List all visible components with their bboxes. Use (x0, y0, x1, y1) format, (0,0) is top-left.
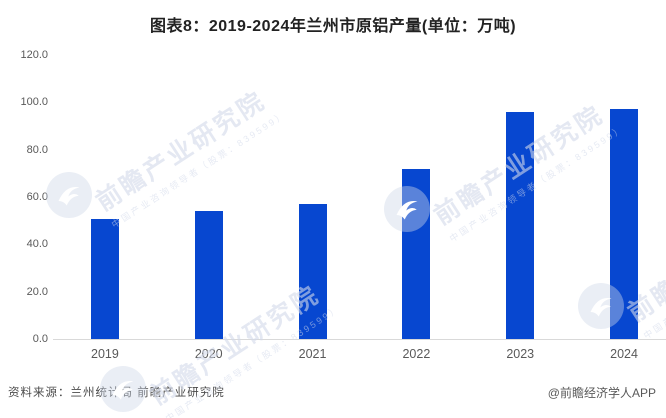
y-tick-label-60.0: 60.0 (26, 191, 48, 203)
y-tick-label-120.0: 120.0 (20, 49, 48, 61)
x-tick-label-2021: 2021 (298, 347, 327, 361)
bar-column-2022 (364, 55, 468, 339)
bar-2023 (506, 111, 535, 339)
x-tick-label-2024: 2024 (610, 347, 638, 361)
credit-note: @前瞻经济学人APP (547, 386, 656, 400)
y-tick-label-40.0: 40.0 (26, 238, 48, 251)
y-tick-label-80.0: 80.0 (26, 143, 48, 156)
bar-column-2019 (53, 55, 157, 339)
y-tick-label-0.0: 0.0 (32, 333, 48, 345)
y-tick-label-20.0: 20.0 (26, 285, 48, 298)
bar-2019 (90, 218, 119, 339)
y-axis: 0.0 20.0 40.0 60.0 80.0 100.0 120.0 (0, 49, 48, 345)
bar-2021 (298, 204, 327, 339)
bar-column-2023 (468, 55, 572, 339)
chart-title: 图表8：2019-2024年兰州市原铝产量(单位：万吨) (149, 18, 517, 35)
x-tick-label-2022: 2022 (402, 347, 431, 361)
x-tick-label-2023: 2023 (506, 347, 535, 361)
bar-2024 (610, 108, 639, 339)
y-tick-label-100.0: 100.0 (20, 96, 48, 109)
bar-column-2024 (572, 55, 666, 339)
source-note: 资料来源：兰州统计局 前瞻产业研究院 (8, 387, 225, 399)
bar-2020 (194, 210, 223, 339)
x-tick-label-2020: 2020 (194, 347, 223, 361)
bar-column-2021 (261, 55, 365, 339)
bar-2022 (402, 168, 431, 339)
x-axis-labels: 2019 2020 2021 2022 2023 2024 (53, 347, 666, 361)
x-tick-label-2019: 2019 (91, 347, 119, 361)
bar-column-2020 (157, 55, 261, 339)
plot-area (53, 55, 666, 340)
